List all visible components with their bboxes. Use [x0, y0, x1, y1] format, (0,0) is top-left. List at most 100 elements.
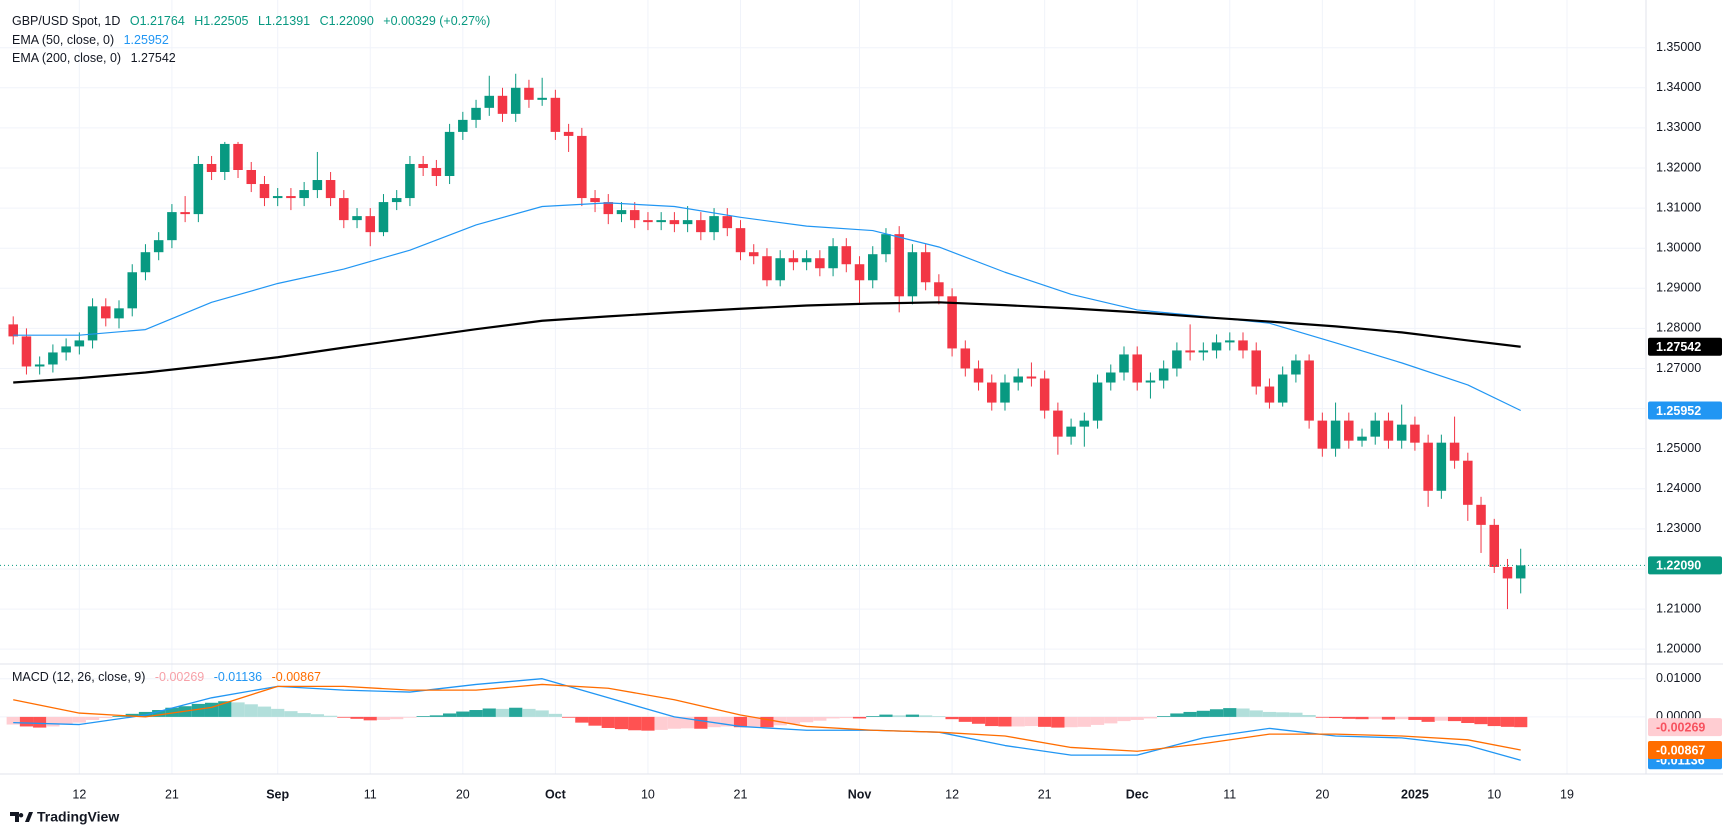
histogram-bar — [1408, 716, 1422, 720]
ema-line — [13, 202, 1521, 412]
candle-body — [8, 324, 18, 337]
y-tick-label: 1.29000 — [1656, 281, 1701, 295]
histogram-bar — [733, 716, 748, 728]
candle-body — [854, 264, 865, 281]
histogram-bar — [297, 713, 311, 717]
x-tick-label: 12 — [945, 787, 959, 801]
histogram-bar — [390, 716, 404, 720]
candle-body — [299, 190, 309, 199]
histogram-bar — [1130, 716, 1144, 720]
histogram-bar — [813, 716, 827, 721]
candle-body — [1211, 342, 1222, 351]
macd-hist-value: -0.00269 — [155, 670, 204, 684]
histogram-bar — [800, 716, 814, 723]
candle-body — [101, 306, 111, 319]
candle-body — [140, 252, 151, 273]
candle-body — [1092, 382, 1103, 421]
histogram-bar — [284, 711, 298, 717]
histogram-bar — [165, 707, 179, 717]
candle-body — [867, 254, 878, 281]
candle-body — [1145, 380, 1156, 383]
candle-body — [34, 364, 45, 367]
histogram-bar — [548, 713, 562, 717]
histogram-bar — [667, 716, 682, 729]
candle-body — [272, 196, 283, 199]
y-tick-label: 1.33000 — [1656, 120, 1701, 134]
candle-body — [762, 256, 772, 281]
candle-body — [907, 252, 918, 297]
candle-body — [365, 216, 376, 233]
y-tick-label: 1.31000 — [1656, 200, 1701, 214]
candle-body — [1476, 504, 1486, 525]
histogram-bar — [866, 716, 880, 717]
candle-body — [973, 368, 984, 383]
histogram-bar — [654, 716, 668, 730]
histogram-bar — [1064, 716, 1078, 728]
ohlc-low: L1.21391 — [258, 14, 310, 28]
candle-body — [61, 346, 71, 353]
candle-body — [709, 216, 719, 233]
histogram-bar — [1421, 716, 1435, 722]
histogram-bar — [1249, 710, 1263, 717]
y-tick-label: 1.32000 — [1656, 160, 1701, 174]
histogram-bar — [350, 716, 364, 719]
histogram-bar — [1302, 714, 1316, 717]
candle-body — [1158, 368, 1169, 381]
candle-body — [458, 119, 468, 132]
histogram-bar — [1209, 709, 1224, 717]
x-tick-label: 11 — [1223, 787, 1236, 801]
brand-logo: TradingView — [10, 809, 119, 825]
legend-row: EMA (200, close, 0) 1.27542 — [12, 51, 176, 65]
candle-body — [1053, 410, 1063, 437]
candle-body — [1357, 436, 1367, 441]
candle-body — [947, 296, 957, 349]
ema50-value: 1.25952 — [124, 33, 169, 47]
x-tick-label: 10 — [1487, 787, 1501, 801]
histogram-bar — [495, 708, 510, 717]
candle-body — [21, 336, 32, 367]
candle-body — [259, 184, 270, 199]
histogram-bar — [19, 716, 34, 727]
histogram-bar — [985, 716, 999, 727]
histogram-bar — [403, 716, 417, 718]
candle-body — [312, 180, 323, 191]
candle-body — [180, 212, 190, 215]
ema-badge — [1648, 337, 1722, 356]
histogram-bar — [879, 714, 893, 717]
histogram-bar — [1143, 716, 1158, 719]
candle-body — [590, 198, 600, 203]
candle-body — [286, 196, 296, 199]
candle-body — [1410, 424, 1420, 443]
y-tick-label: 1.27000 — [1656, 361, 1701, 375]
histogram-bar — [509, 707, 523, 717]
brand-name: TradingView — [37, 809, 119, 825]
histogram-bar — [6, 716, 20, 725]
histogram-bar — [561, 716, 576, 718]
macd-line — [13, 683, 1521, 752]
ema-label: 1.27542 — [1656, 340, 1701, 354]
candle-body — [74, 340, 85, 347]
ema50-legend: EMA (50, close, 0) — [12, 33, 114, 47]
candle-body — [378, 202, 389, 233]
histogram-bar — [1077, 716, 1091, 727]
histogram-bar — [1276, 712, 1290, 717]
candle-body — [418, 163, 428, 168]
histogram-bar — [231, 702, 245, 717]
candle-body — [563, 131, 574, 136]
candle-body — [960, 348, 971, 369]
candle-body — [616, 210, 627, 215]
candle-body — [431, 167, 442, 177]
histogram-bar — [363, 716, 377, 721]
histogram-bar — [1024, 716, 1039, 727]
histogram-bar — [323, 715, 338, 717]
candle-body — [603, 202, 614, 215]
candle-body — [1238, 340, 1248, 351]
histogram-bar — [852, 716, 867, 719]
histogram-bar — [760, 716, 774, 728]
histogram-bar — [747, 716, 761, 727]
legend-row: MACD (12, 26, close, 9) -0.00269 -0.0113… — [12, 670, 321, 684]
histogram-bar — [204, 702, 219, 717]
histogram-bar — [892, 715, 906, 717]
